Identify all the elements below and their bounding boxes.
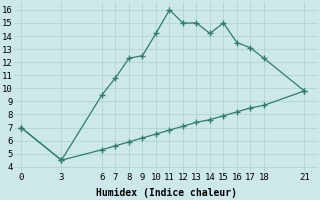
- X-axis label: Humidex (Indice chaleur): Humidex (Indice chaleur): [96, 188, 236, 198]
